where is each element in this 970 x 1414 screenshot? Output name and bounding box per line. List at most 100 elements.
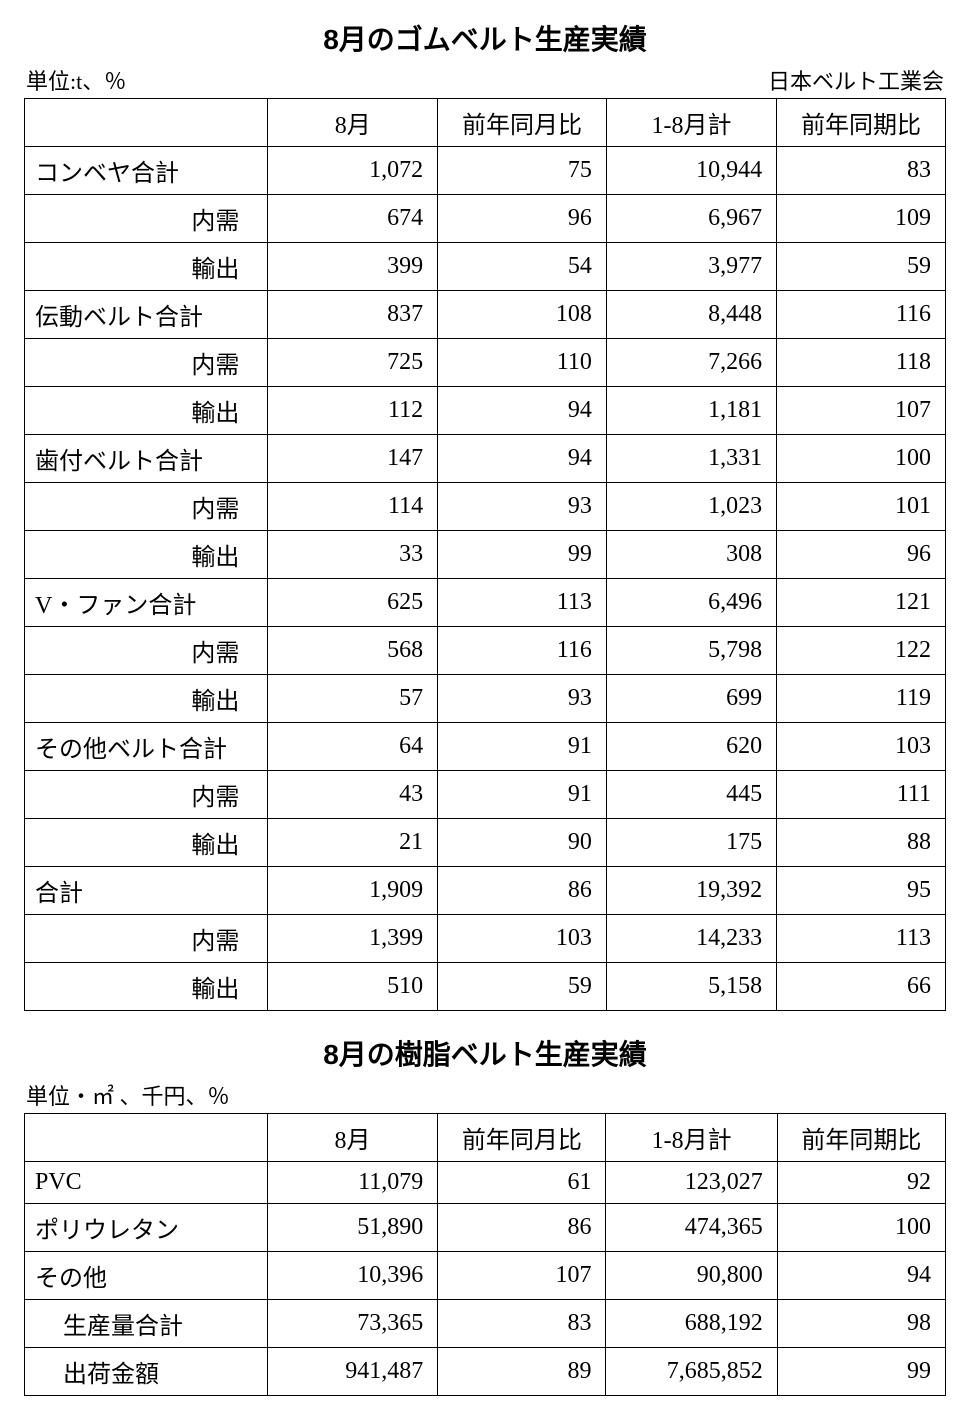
cell-value: 568	[268, 627, 438, 675]
cell-value: 112	[268, 387, 438, 435]
table-row: V・ファン合計6251136,496121	[25, 579, 946, 627]
cell-value: 699	[606, 675, 776, 723]
row-label: その他	[25, 1252, 268, 1300]
cell-value: 94	[438, 435, 607, 483]
row-label: 輸出	[25, 243, 268, 291]
row-label: ポリウレタン	[25, 1204, 268, 1252]
cell-value: 118	[777, 339, 946, 387]
table-row: 出荷金額941,487897,685,85299	[25, 1348, 946, 1396]
cell-value: 21	[268, 819, 438, 867]
cell-value: 308	[606, 531, 776, 579]
column-header: 前年同期比	[777, 99, 946, 147]
cell-value: 92	[777, 1162, 945, 1204]
cell-value: 1,072	[268, 147, 438, 195]
table-row: 輸出399543,97759	[25, 243, 946, 291]
table-row: ポリウレタン51,89086474,365100	[25, 1204, 946, 1252]
cell-value: 75	[438, 147, 607, 195]
cell-value: 5,798	[606, 627, 776, 675]
cell-value: 108	[438, 291, 607, 339]
cell-value: 474,365	[606, 1204, 777, 1252]
table-row: 内需4391445111	[25, 771, 946, 819]
cell-value: 99	[438, 531, 607, 579]
row-label: 生産量合計	[25, 1300, 268, 1348]
table-row: 輸出5793699119	[25, 675, 946, 723]
table2-title: 8月の樹脂ベルト生産実績	[24, 1033, 946, 1073]
cell-value: 674	[268, 195, 438, 243]
table-row: 輸出219017588	[25, 819, 946, 867]
column-header	[25, 99, 268, 147]
row-label: コンベヤ合計	[25, 147, 268, 195]
column-header: 前年同月比	[438, 1114, 606, 1162]
cell-value: 83	[777, 147, 946, 195]
row-label: 出荷金額	[25, 1348, 268, 1396]
cell-value: 89	[438, 1348, 606, 1396]
cell-value: 10,396	[267, 1252, 437, 1300]
cell-value: 54	[438, 243, 607, 291]
row-label: その他ベルト合計	[25, 723, 268, 771]
cell-value: 1,331	[606, 435, 776, 483]
row-label: 輸出	[25, 531, 268, 579]
table-row: 伝動ベルト合計8371088,448116	[25, 291, 946, 339]
cell-value: 100	[777, 435, 946, 483]
table1-source: 日本ベルト工業会	[768, 64, 944, 96]
cell-value: 91	[438, 771, 607, 819]
column-header: 1-8月計	[606, 1114, 777, 1162]
cell-value: 122	[777, 627, 946, 675]
rubber-belt-table: 8月前年同月比1-8月計前年同期比 コンベヤ合計1,0727510,94483 内…	[24, 98, 946, 1011]
cell-value: 445	[606, 771, 776, 819]
cell-value: 110	[438, 339, 607, 387]
cell-value: 96	[438, 195, 607, 243]
column-header: 前年同期比	[777, 1114, 945, 1162]
row-label: PVC	[25, 1162, 268, 1204]
cell-value: 10,944	[606, 147, 776, 195]
cell-value: 941,487	[267, 1348, 437, 1396]
table-row: 輸出510595,15866	[25, 963, 946, 1011]
row-label: 輸出	[25, 819, 268, 867]
cell-value: 90	[438, 819, 607, 867]
cell-value: 93	[438, 483, 607, 531]
cell-value: 86	[438, 867, 607, 915]
cell-value: 43	[268, 771, 438, 819]
row-label: 歯付ベルト合計	[25, 435, 268, 483]
cell-value: 837	[268, 291, 438, 339]
row-label: V・ファン合計	[25, 579, 268, 627]
table-row: その他ベルト合計6491620103	[25, 723, 946, 771]
table1-title: 8月のゴムベルト生産実績	[24, 18, 946, 58]
cell-value: 51,890	[267, 1204, 437, 1252]
cell-value: 90,800	[606, 1252, 777, 1300]
cell-value: 620	[606, 723, 776, 771]
table-row: 内需114931,023101	[25, 483, 946, 531]
cell-value: 57	[268, 675, 438, 723]
cell-value: 11,079	[267, 1162, 437, 1204]
cell-value: 61	[438, 1162, 606, 1204]
cell-value: 107	[438, 1252, 606, 1300]
column-header: 1-8月計	[606, 99, 776, 147]
table-row: 内需5681165,798122	[25, 627, 946, 675]
cell-value: 1,181	[606, 387, 776, 435]
table-row: 歯付ベルト合計147941,331100	[25, 435, 946, 483]
cell-value: 99	[777, 1348, 945, 1396]
cell-value: 399	[268, 243, 438, 291]
column-header: 前年同月比	[438, 99, 607, 147]
column-header	[25, 1114, 268, 1162]
cell-value: 116	[438, 627, 607, 675]
table-row: 合計1,9098619,39295	[25, 867, 946, 915]
cell-value: 1,023	[606, 483, 776, 531]
cell-value: 93	[438, 675, 607, 723]
table2-unit: 単位・㎡ 、千円、％	[26, 1079, 230, 1111]
cell-value: 59	[777, 243, 946, 291]
cell-value: 66	[777, 963, 946, 1011]
table1-unit: 単位:t、％	[26, 64, 126, 96]
cell-value: 119	[777, 675, 946, 723]
row-label: 内需	[25, 771, 268, 819]
table-row: 輸出112941,181107	[25, 387, 946, 435]
row-label: 内需	[25, 627, 268, 675]
cell-value: 94	[777, 1252, 945, 1300]
cell-value: 114	[268, 483, 438, 531]
table-row: その他10,39610790,80094	[25, 1252, 946, 1300]
cell-value: 121	[777, 579, 946, 627]
column-header: 8月	[268, 99, 438, 147]
table-row: PVC11,07961123,02792	[25, 1162, 946, 1204]
cell-value: 8,448	[606, 291, 776, 339]
cell-value: 5,158	[606, 963, 776, 1011]
